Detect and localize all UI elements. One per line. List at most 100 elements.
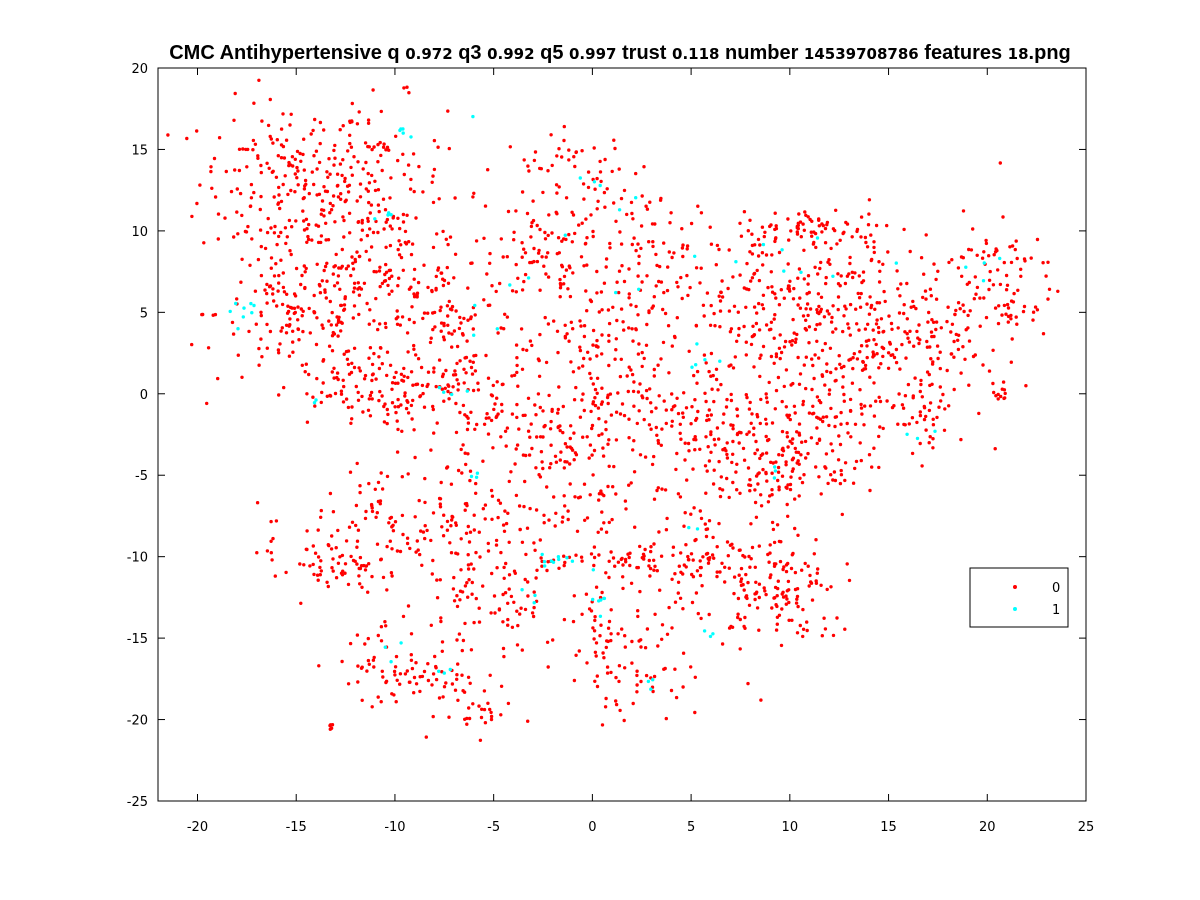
data-point-0 [644,343,649,347]
data-point-0 [259,194,263,199]
data-point-0 [408,546,412,551]
data-point-0 [544,255,548,259]
data-point-0 [580,398,584,402]
data-point-0 [845,562,849,566]
data-point-0 [259,310,263,314]
data-point-0 [606,442,610,446]
data-point-0 [648,200,652,204]
data-point-0 [368,346,373,350]
data-point-0 [331,272,335,276]
data-point-0 [801,634,805,639]
data-point-0 [659,280,664,284]
data-point-0 [412,295,417,299]
data-point-0 [614,438,619,442]
data-point-0 [777,539,782,544]
data-point-0 [719,382,723,387]
data-point-0 [595,684,600,689]
data-point-0 [806,274,811,278]
data-point-0 [364,249,368,254]
data-point-0 [982,296,986,300]
data-point-0 [205,401,209,406]
data-point-0 [815,308,819,312]
data-point-0 [788,487,793,492]
data-point-0 [757,544,761,548]
data-point-0 [393,665,398,669]
data-point-0 [650,222,655,226]
data-point-0 [968,309,972,313]
data-point-0 [522,247,526,251]
data-point-0 [780,474,785,478]
data-point-0 [320,208,324,212]
data-point-0 [607,339,611,343]
data-point-0 [676,492,681,496]
data-point-0 [270,558,274,562]
data-point-0 [429,538,433,543]
data-point-0 [787,600,791,605]
data-point-0 [625,374,629,378]
data-point-0 [848,397,853,402]
data-point-0 [405,85,409,89]
data-point-0 [372,145,376,149]
data-point-0 [250,237,254,241]
data-point-0 [282,385,286,390]
data-point-0 [498,281,502,286]
data-point-0 [609,632,613,636]
data-point-0 [1005,283,1010,287]
data-point-0 [684,406,689,410]
data-point-0 [770,253,774,257]
data-point-0 [439,619,443,624]
data-point-0 [301,309,305,313]
data-point-0 [350,417,354,421]
data-point-0 [842,399,846,403]
data-point-0 [692,506,696,510]
data-point-0 [1000,313,1004,317]
data-point-0 [992,390,996,395]
data-point-0 [812,240,816,245]
data-point-0 [312,182,316,187]
data-point-0 [468,478,472,483]
data-point-0 [987,254,991,258]
data-point-0 [886,250,890,254]
data-point-0 [676,591,680,595]
data-point-0 [410,242,415,246]
data-point-0 [342,235,346,239]
data-point-0 [638,589,642,594]
data-point-0 [216,212,221,216]
data-point-0 [468,359,472,363]
data-point-0 [471,360,475,364]
data-point-0 [398,226,402,231]
data-point-0 [277,281,281,285]
data-point-0 [350,520,355,524]
data-point-0 [799,453,803,457]
data-point-0 [890,405,895,410]
data-point-0 [725,452,729,457]
data-point-0 [905,317,909,321]
data-point-0 [368,414,373,418]
data-point-0 [382,227,386,231]
data-point-0 [224,169,228,174]
data-point-0 [528,506,532,511]
data-point-0 [757,301,761,306]
data-point-0 [678,422,682,426]
data-point-0 [252,101,256,105]
data-point-0 [712,399,716,404]
data-point-0 [435,232,439,236]
data-point-0 [736,615,740,620]
data-point-0 [1016,288,1020,292]
data-point-0 [714,263,718,267]
data-point-0 [872,414,877,418]
data-point-0 [319,559,323,563]
data-point-0 [938,350,942,354]
data-point-1 [389,213,393,217]
data-point-0 [302,137,306,141]
data-point-0 [773,292,777,296]
data-point-0 [461,403,466,408]
data-point-0 [503,591,508,595]
data-point-0 [383,208,388,212]
data-point-0 [563,323,567,327]
data-point-0 [348,641,353,646]
data-point-0 [930,318,934,322]
data-point-0 [532,590,536,594]
data-point-0 [865,344,869,348]
data-point-0 [795,587,800,591]
